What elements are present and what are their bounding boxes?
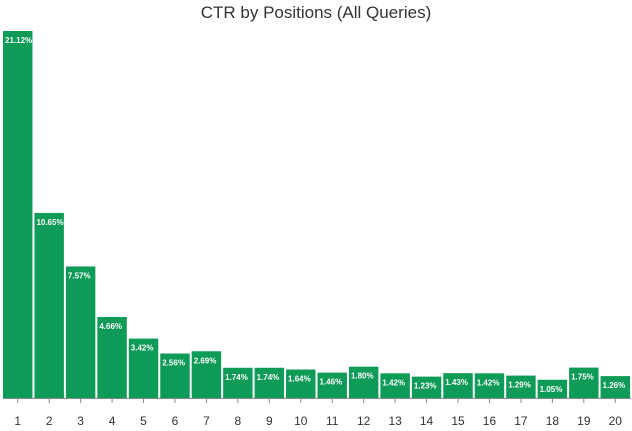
bars-layer: 21.12% 10.65% 7.57% 4.66% 3.42% 2.56% 2.69% 1.7… bbox=[3, 31, 630, 398]
bar-position-17 bbox=[506, 375, 536, 398]
bar-position-15 bbox=[443, 373, 473, 398]
bar-value-label: 1.46% bbox=[320, 378, 343, 387]
ticks-layer: 1 2 3 4 5 6 7 8 9 10 11 12 13 14 15 16 17 18 19 20 bbox=[14, 399, 622, 428]
x-tick-label: 13 bbox=[388, 414, 402, 428]
bar-value-label: 21.12% bbox=[5, 36, 32, 45]
x-tick-label: 19 bbox=[577, 414, 591, 428]
x-tick-label: 15 bbox=[451, 414, 465, 428]
bar-value-label: 10.65% bbox=[36, 218, 63, 227]
bar-position-13 bbox=[380, 373, 410, 398]
bar-position-8 bbox=[223, 367, 253, 398]
x-tick-label: 5 bbox=[140, 414, 147, 428]
bar-position-18 bbox=[537, 379, 568, 398]
x-tick-label: 4 bbox=[109, 414, 116, 428]
x-tick-label: 7 bbox=[203, 414, 210, 428]
x-tick-label: 17 bbox=[514, 414, 528, 428]
bar-value-label: 1.43% bbox=[445, 378, 468, 387]
bar-value-label: 2.69% bbox=[194, 356, 217, 365]
x-tick-label: 2 bbox=[46, 414, 53, 428]
bar-value-label: 1.23% bbox=[414, 382, 437, 391]
bar-position-11 bbox=[317, 372, 347, 398]
bar-position-20 bbox=[600, 376, 630, 398]
x-tick-label: 12 bbox=[357, 414, 371, 428]
bar-value-label: 1.74% bbox=[257, 373, 280, 382]
bar-value-label: 1.74% bbox=[225, 373, 248, 382]
bar-value-label: 1.80% bbox=[351, 372, 374, 381]
x-tick-label: 20 bbox=[609, 414, 623, 428]
bar-value-label: 2.56% bbox=[162, 359, 185, 368]
x-tick-label: 11 bbox=[326, 414, 339, 428]
bar-value-label: 1.42% bbox=[477, 378, 500, 387]
x-tick-label: 6 bbox=[172, 414, 179, 428]
x-tick-label: 9 bbox=[266, 414, 273, 428]
bar-position-19 bbox=[569, 367, 599, 398]
bar-position-5 bbox=[128, 338, 159, 398]
bar-value-label: 1.29% bbox=[508, 381, 531, 390]
bar-position-9 bbox=[254, 367, 285, 398]
bar-position-12 bbox=[348, 366, 379, 398]
bar-value-label: 3.42% bbox=[131, 344, 154, 353]
bar-value-label: 1.42% bbox=[382, 378, 405, 387]
bar-position-14 bbox=[411, 376, 442, 398]
x-tick-label: 8 bbox=[235, 414, 242, 428]
bar-position-3 bbox=[65, 266, 96, 398]
x-tick-label: 14 bbox=[420, 414, 434, 428]
bar-value-label: 1.64% bbox=[288, 375, 311, 384]
bar-value-label: 1.05% bbox=[540, 385, 563, 394]
bar-position-6 bbox=[160, 353, 190, 398]
bar-value-label: 4.66% bbox=[99, 322, 122, 331]
bar-position-1 bbox=[3, 31, 33, 398]
bar-value-label: 1.75% bbox=[571, 373, 594, 382]
bar-value-label: 1.26% bbox=[603, 381, 626, 390]
x-tick-label: 10 bbox=[294, 414, 308, 428]
chart-title: CTR by Positions (All Queries) bbox=[200, 3, 432, 22]
x-tick-label: 18 bbox=[546, 414, 560, 428]
x-tick-label: 1 bbox=[14, 414, 21, 428]
bar-value-label: 7.57% bbox=[68, 271, 91, 280]
bar-position-16 bbox=[474, 373, 505, 398]
bar-position-2 bbox=[34, 212, 64, 398]
x-tick-label: 3 bbox=[77, 414, 84, 428]
x-tick-label: 16 bbox=[483, 414, 497, 428]
bar-position-7 bbox=[191, 351, 222, 398]
bar-position-4 bbox=[97, 317, 127, 398]
bar-position-10 bbox=[286, 369, 316, 398]
